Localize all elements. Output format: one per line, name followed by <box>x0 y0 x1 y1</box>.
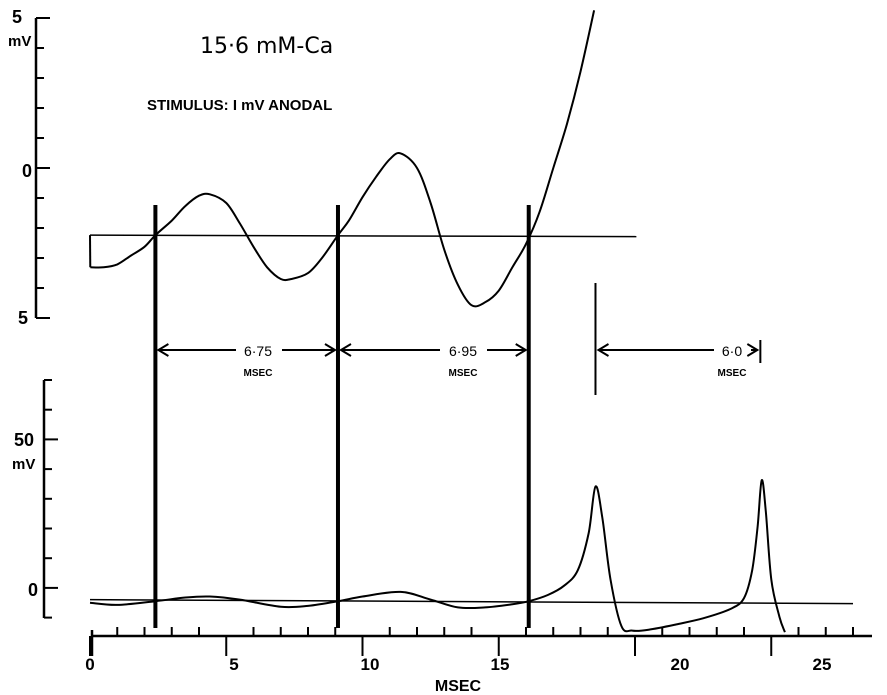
interval-3-unit: MSEC <box>718 368 747 379</box>
upper-y-axis: 5 mV 0 5 <box>8 7 32 328</box>
interval-1-value: 6·75 <box>244 343 272 359</box>
interval-3-arrow-head-left <box>596 343 610 357</box>
xtick-label-10: 10 <box>361 655 380 674</box>
upper-ylabel: mV <box>8 33 31 50</box>
interval-3-value: 6·0 <box>722 343 742 359</box>
upper-ytick-label-zero: 0 <box>22 161 32 181</box>
interval-labels: 6·75 MSEC 6·95 MSEC 6·0 MSEC <box>244 343 747 379</box>
interval-1-arrow-head-left <box>156 343 169 357</box>
xtick-label-25: 25 <box>813 655 832 674</box>
xtick-label-20: 20 <box>671 655 690 674</box>
x-axis-label: MSEC <box>435 678 482 695</box>
interval-2-unit: MSEC <box>449 368 478 379</box>
interval-2-arrow-head-left <box>339 343 352 357</box>
interval-1-arrow-head-right <box>324 343 337 357</box>
lower-ylabel: mV <box>12 456 35 473</box>
upper-ytick-label-top: 5 <box>12 7 22 27</box>
condition-title: 15·6 mM-Ca <box>200 34 333 59</box>
lower-ytick-label-50: 50 <box>14 430 34 450</box>
xtick-label-15: 15 <box>491 655 510 674</box>
upper-trace <box>90 10 596 308</box>
xtick-label-5: 5 <box>229 655 238 674</box>
stimulus-label: STIMULUS: I mV ANODAL <box>147 97 332 114</box>
lower-trace <box>89 479 786 633</box>
upper-reference-line <box>89 234 637 238</box>
interval-3-arrow-head-right <box>746 343 760 357</box>
x-axis: 0 5 10 15 20 25 MSEC <box>85 655 831 695</box>
interval-2-arrow-head-right <box>515 343 528 357</box>
lower-reference-line <box>89 598 854 605</box>
lower-y-axis: 50 mV 0 <box>12 430 38 600</box>
interval-1-unit: MSEC <box>244 368 273 379</box>
lower-ytick-label-zero: 0 <box>28 580 38 600</box>
xtick-label-0: 0 <box>85 655 94 674</box>
interval-2-value: 6·95 <box>449 343 477 359</box>
upper-ytick-label-bottom: 5 <box>18 308 28 328</box>
chart-marks <box>34 10 872 656</box>
